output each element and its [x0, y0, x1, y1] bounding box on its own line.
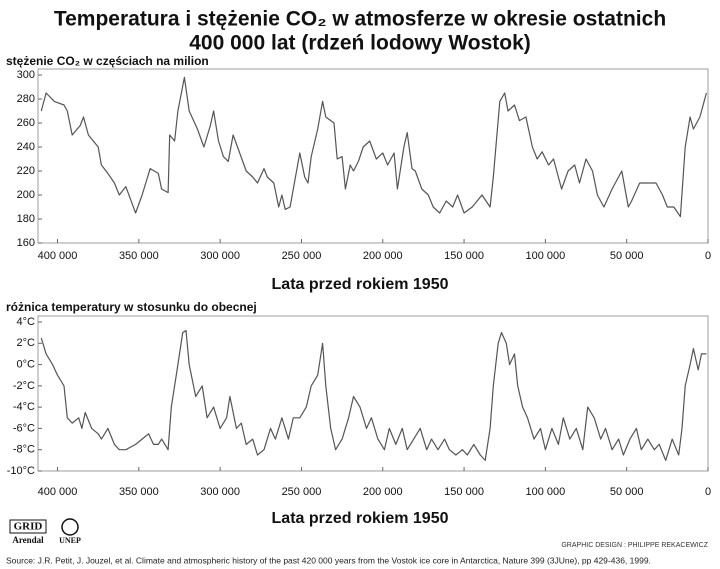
title-line: Temperatura i stężenie CO₂ w atmosferze …: [54, 8, 666, 31]
y-tick-label: 260: [17, 117, 35, 129]
y-tick-label: 180: [17, 213, 35, 225]
x-tick-label: 100 000: [525, 250, 565, 262]
y-tick-label: 220: [17, 165, 35, 177]
y-tick-label: -8°C: [13, 444, 35, 456]
y-tick-label: 0°C: [17, 358, 36, 370]
x-tick-label: 400 000: [38, 250, 78, 262]
logo-unep-icon: [61, 518, 79, 536]
y-axis-label: stężenie CO₂ w częściach na milion: [6, 54, 209, 68]
x-tick-label: 200 000: [363, 486, 403, 498]
y-tick-label: 300: [17, 69, 35, 81]
x-tick-label: 250 000: [282, 486, 322, 498]
plot-frame: [37, 315, 709, 472]
x-tick-label: 250 000: [282, 250, 322, 262]
plot-frame: [37, 68, 709, 244]
y-tick-label: -2°C: [13, 380, 35, 392]
logo-unep: UNEP: [59, 536, 81, 545]
x-tick-label: 350 000: [119, 486, 159, 498]
source: Source: J.R. Petit, J. Jouzel, et al. Cl…: [6, 555, 651, 565]
x-tick-label: 0: [705, 486, 711, 498]
y-tick-label: 200: [17, 189, 35, 201]
data-line: [40, 76, 707, 218]
x-tick-label: 150 000: [444, 486, 484, 498]
y-tick-label: 280: [17, 93, 35, 105]
x-axis-label: Lata przed rokiem 1950: [272, 510, 449, 527]
y-tick-label: 2°C: [17, 337, 36, 349]
x-tick-label: 300 000: [200, 486, 240, 498]
y-tick-label: -10°C: [7, 465, 35, 477]
x-axis-label: Lata przed rokiem 1950: [272, 276, 449, 293]
x-tick-label: 50 000: [610, 250, 644, 262]
logo-grid: GRID: [14, 521, 43, 533]
x-tick-label: 150 000: [444, 250, 484, 262]
x-tick-label: 50 000: [610, 486, 644, 498]
x-tick-label: 200 000: [363, 250, 403, 262]
data-line: [40, 329, 707, 461]
x-tick-label: 0: [705, 250, 711, 262]
logo-arendal: Arendal: [12, 535, 44, 545]
y-axis-label: różnica temperatury w stosunku do obecne…: [6, 300, 257, 314]
title-line: 400 000 lat (rdzeń lodowy Wostok): [189, 32, 531, 55]
y-tick-label: 160: [17, 237, 35, 249]
x-tick-label: 350 000: [119, 250, 159, 262]
x-tick-label: 100 000: [525, 486, 565, 498]
x-tick-label: 300 000: [200, 250, 240, 262]
y-tick-label: 4°C: [17, 316, 36, 328]
y-tick-label: -6°C: [13, 422, 35, 434]
y-tick-label: -4°C: [13, 401, 35, 413]
logo-box: [9, 519, 47, 534]
x-tick-label: 400 000: [38, 486, 78, 498]
credit: GRAPHIC DESIGN : PHILIPPE REKACEWICZ: [561, 542, 708, 549]
y-tick-label: 240: [17, 141, 35, 153]
